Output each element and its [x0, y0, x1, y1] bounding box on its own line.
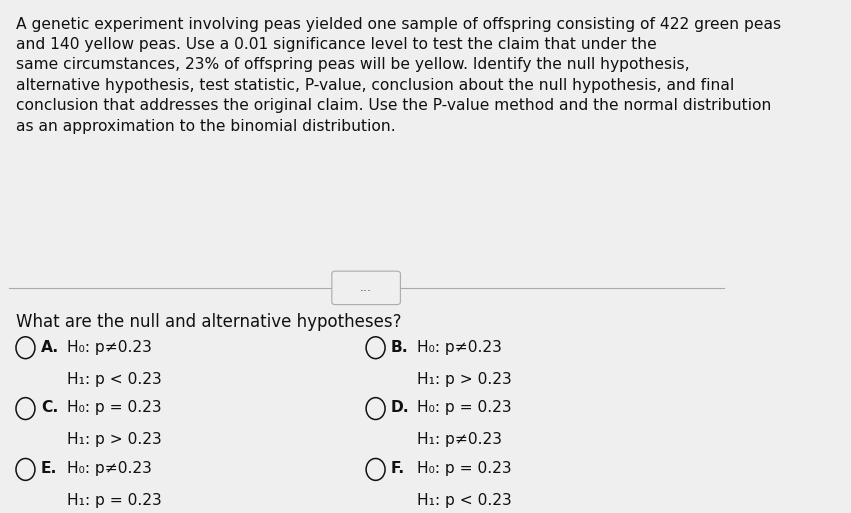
Text: H₀: p = 0.23: H₀: p = 0.23: [417, 401, 511, 416]
Text: A genetic experiment involving peas yielded one sample of offspring consisting o: A genetic experiment involving peas yiel…: [16, 16, 781, 133]
Text: H₁: p > 0.23: H₁: p > 0.23: [417, 371, 512, 387]
Text: ...: ...: [360, 282, 372, 294]
Text: A.: A.: [41, 340, 59, 354]
FancyBboxPatch shape: [332, 271, 400, 305]
Text: H₀: p≠0.23: H₀: p≠0.23: [67, 461, 152, 476]
Text: What are the null and alternative hypotheses?: What are the null and alternative hypoth…: [16, 313, 402, 331]
Text: H₀: p≠0.23: H₀: p≠0.23: [67, 340, 152, 354]
Text: H₁: p > 0.23: H₁: p > 0.23: [67, 432, 162, 447]
Text: H₁: p≠0.23: H₁: p≠0.23: [417, 432, 502, 447]
Text: H₀: p = 0.23: H₀: p = 0.23: [417, 461, 511, 476]
Text: H₁: p < 0.23: H₁: p < 0.23: [67, 371, 162, 387]
Text: D.: D.: [391, 401, 409, 416]
Text: H₀: p = 0.23: H₀: p = 0.23: [67, 401, 162, 416]
Text: H₁: p = 0.23: H₁: p = 0.23: [67, 493, 162, 508]
Text: F.: F.: [391, 461, 405, 476]
Text: H₁: p < 0.23: H₁: p < 0.23: [417, 493, 512, 508]
Text: E.: E.: [41, 461, 57, 476]
Text: C.: C.: [41, 401, 58, 416]
Text: H₀: p≠0.23: H₀: p≠0.23: [417, 340, 502, 354]
Text: B.: B.: [391, 340, 408, 354]
